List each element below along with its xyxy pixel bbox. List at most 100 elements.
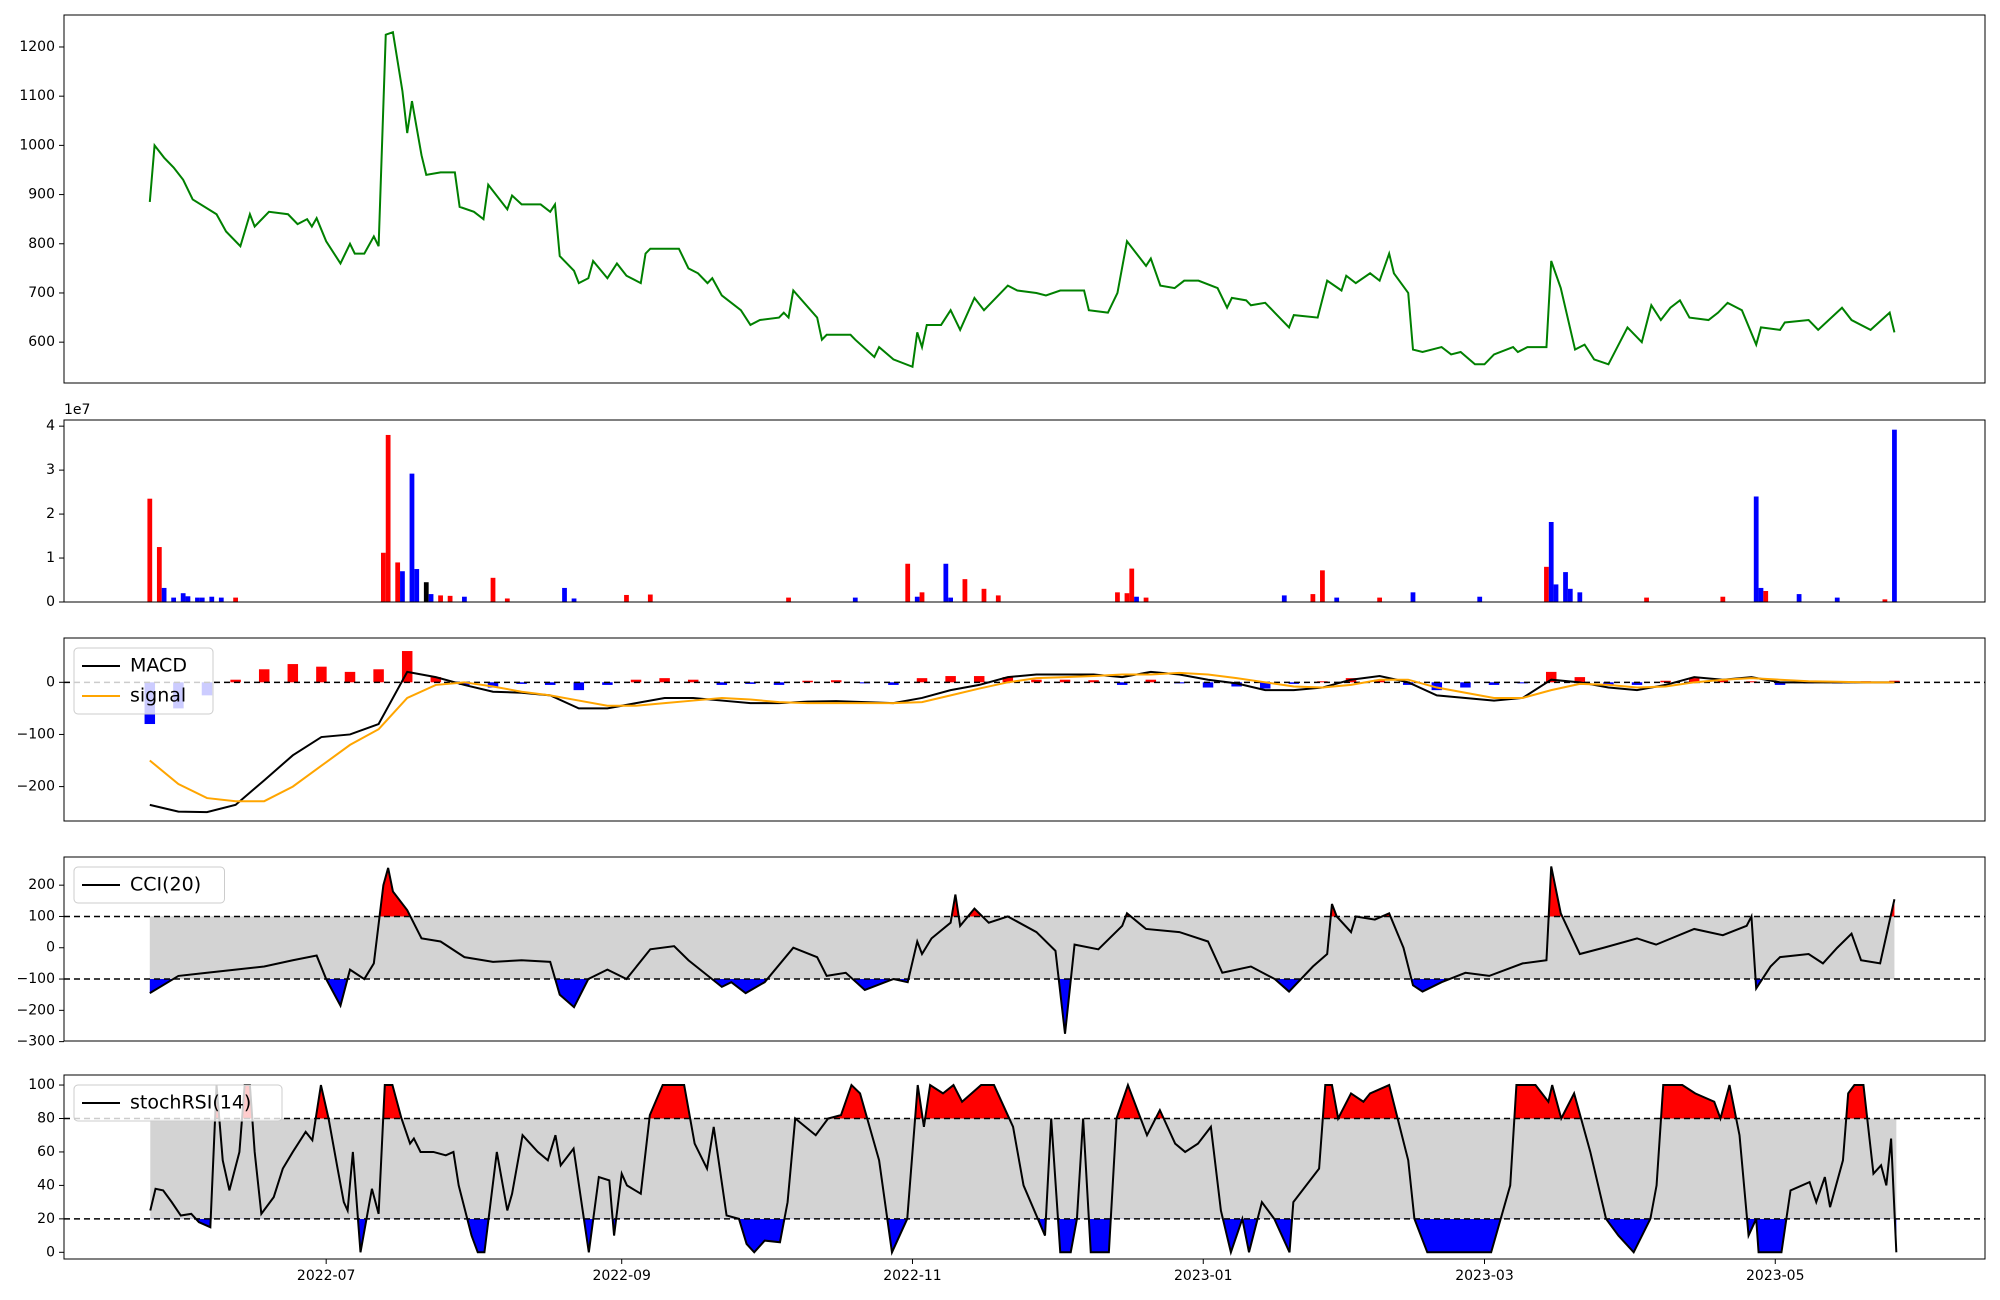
volume-bar (504, 598, 510, 602)
histogram-bar (344, 671, 356, 683)
histogram-bar (1088, 680, 1099, 683)
histogram-bar (573, 682, 585, 691)
y-tick-label: 80 (37, 1110, 55, 1126)
volume-bar (786, 597, 791, 602)
histogram-bar (516, 682, 527, 684)
volume-bar (195, 597, 200, 602)
volume-bar (995, 595, 1001, 602)
panel: −200 −100 0 MACD signal (17, 637, 1986, 822)
histogram-bar (401, 651, 413, 683)
histogram-bar (258, 669, 270, 683)
volume-bar (171, 597, 177, 602)
volume-bar (962, 579, 968, 602)
histogram-bar (1889, 680, 1900, 683)
volume-bar (428, 594, 434, 602)
panel: −300 −200 −100 0 100 200 CCI(20) (17, 856, 1986, 1050)
volume-bar (462, 596, 467, 602)
volume-bar (1281, 595, 1287, 602)
histogram-bar (1317, 681, 1328, 683)
y-tick-label: 0 (46, 940, 55, 956)
volume-bar (1553, 584, 1559, 602)
volume-bar (981, 588, 987, 602)
histogram-bar (945, 676, 956, 683)
histogram-bar (373, 669, 384, 683)
histogram-bar (1774, 682, 1786, 685)
volume-bar (447, 595, 453, 602)
histogram-bar (659, 678, 670, 683)
y-tick-label: 1100 (19, 88, 55, 104)
volume-bar (380, 552, 386, 602)
histogram-bar (1603, 682, 1614, 685)
volume-bar (1320, 570, 1325, 602)
histogram-bar (1374, 679, 1385, 683)
x-tick-label: 2022-11 (883, 1268, 942, 1284)
histogram-bar (1460, 682, 1471, 688)
histogram-bar (1574, 677, 1586, 683)
volume-bar (1567, 588, 1573, 602)
volume-bar (395, 562, 401, 602)
y-tick-label: 20 (37, 1211, 55, 1227)
legend-label: MACD (130, 655, 187, 677)
panel: 600 700 800 900 1000 1100 1200 (19, 14, 1986, 384)
volume-bar (1763, 591, 1769, 602)
indicator-line (149, 866, 1896, 1034)
axes-frame (63, 856, 1986, 1042)
histogram-bar (430, 677, 442, 683)
y-tick-label: 0 (46, 674, 55, 690)
volume-bar (571, 598, 577, 602)
y-tick-label: 4 (46, 418, 55, 434)
volume-bar (438, 595, 443, 602)
volume-bar (156, 547, 162, 602)
volume-bar (919, 592, 925, 602)
volume-bar (161, 587, 167, 602)
neutral-band (149, 916, 1895, 980)
volume-bar (1548, 521, 1554, 602)
histogram-bar (630, 679, 642, 683)
y-tick-label: 2 (46, 506, 55, 522)
y-tick-label: 900 (28, 187, 55, 203)
histogram-bar (802, 680, 813, 683)
histogram-bar (1545, 671, 1557, 683)
legend-label: stochRSI(14) (130, 1092, 251, 1114)
neutral-band (150, 1118, 1897, 1219)
y-tick-label: 0 (46, 594, 55, 610)
panel: 0 20 40 60 80 100 2022-07 2022-09 2022-11 2023-01… (28, 1074, 1986, 1284)
volume-bar (1892, 429, 1897, 602)
volume-bar (1334, 597, 1340, 602)
y-tick-label: −300 (17, 1034, 55, 1050)
histogram-bar (1145, 679, 1157, 683)
histogram-bar (1116, 682, 1128, 685)
histogram-bar (716, 682, 728, 685)
price-line (148, 30, 1896, 369)
volume-bar (1796, 594, 1802, 602)
y-tick-label: −100 (17, 726, 55, 742)
y-tick-label: 0 (46, 1244, 55, 1260)
x-tick-label: 2023-03 (1455, 1268, 1514, 1284)
histogram-bar (1402, 682, 1414, 685)
histogram-bar (1431, 682, 1443, 691)
panel: 0 1 2 3 4 1e7 (46, 402, 1986, 610)
histogram-bar (1288, 682, 1300, 684)
histogram-bar (1202, 682, 1214, 688)
histogram-bar (1746, 681, 1757, 683)
volume-bar (1124, 593, 1130, 602)
histogram-bar (1660, 680, 1671, 683)
y-tick-label: 60 (37, 1144, 55, 1160)
legend-label: signal (130, 685, 186, 707)
volume-bar (385, 434, 391, 602)
legend-box (73, 647, 214, 715)
histogram-bar (830, 680, 842, 683)
histogram-bar (287, 664, 299, 683)
y-tick-label: 800 (28, 236, 55, 252)
volume-bar (1410, 592, 1416, 602)
volume-bar (948, 597, 953, 602)
y-tick-label: 1000 (19, 137, 55, 153)
volume-bar (943, 563, 949, 602)
offset-label: 1e7 (64, 402, 90, 418)
volume-bar (1377, 597, 1383, 602)
histogram-bar (1031, 679, 1042, 683)
y-tick-label: 600 (28, 334, 55, 350)
volume-bar (1882, 599, 1888, 602)
y-tick-label: 1200 (19, 39, 55, 55)
indicator-line (149, 1082, 1898, 1256)
